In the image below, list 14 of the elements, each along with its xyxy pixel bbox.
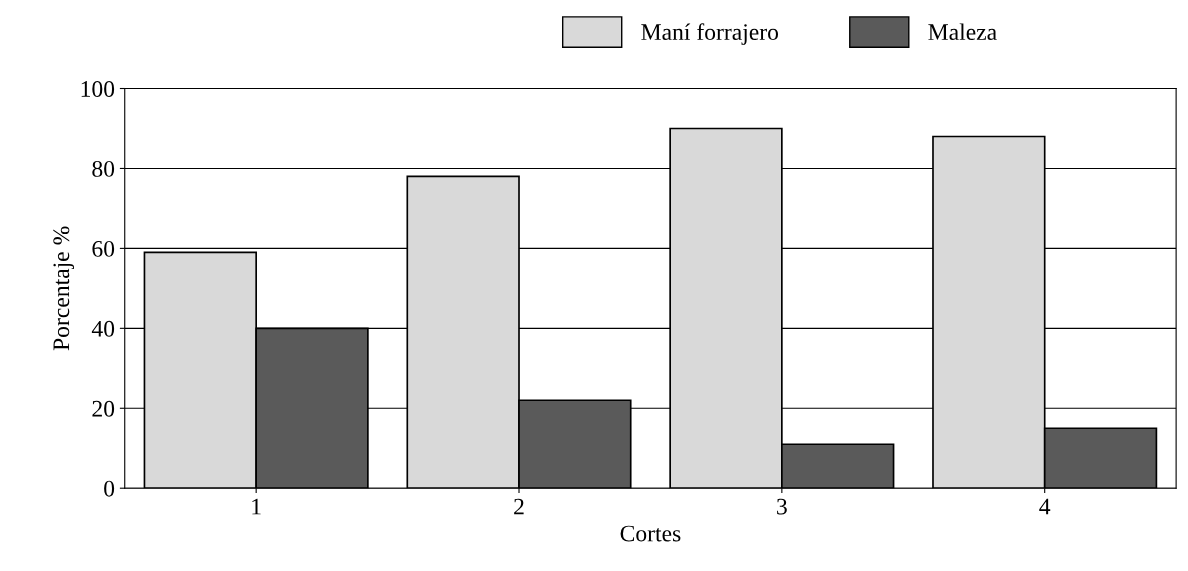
x-tick-label: 1 [252, 498, 261, 515]
x-tick-label: 4 [1039, 498, 1051, 515]
x-axis-title: Cortes [620, 525, 681, 542]
y-tick-label: 0 [104, 480, 115, 497]
x-tick-label: 2 [514, 498, 524, 515]
x-tick-label: 3 [777, 498, 787, 515]
y-tick-label: 40 [91, 320, 115, 337]
y-tick-label: 20 [92, 400, 115, 417]
legend-label: Maní forrajero [641, 23, 779, 45]
y-axis-title: Porcentaje % [53, 226, 75, 351]
y-tick-label: 60 [92, 240, 115, 257]
y-tick-label: 100 [81, 81, 115, 97]
y-tick-label: 80 [92, 160, 115, 177]
legend-label: Maleza [928, 23, 997, 41]
